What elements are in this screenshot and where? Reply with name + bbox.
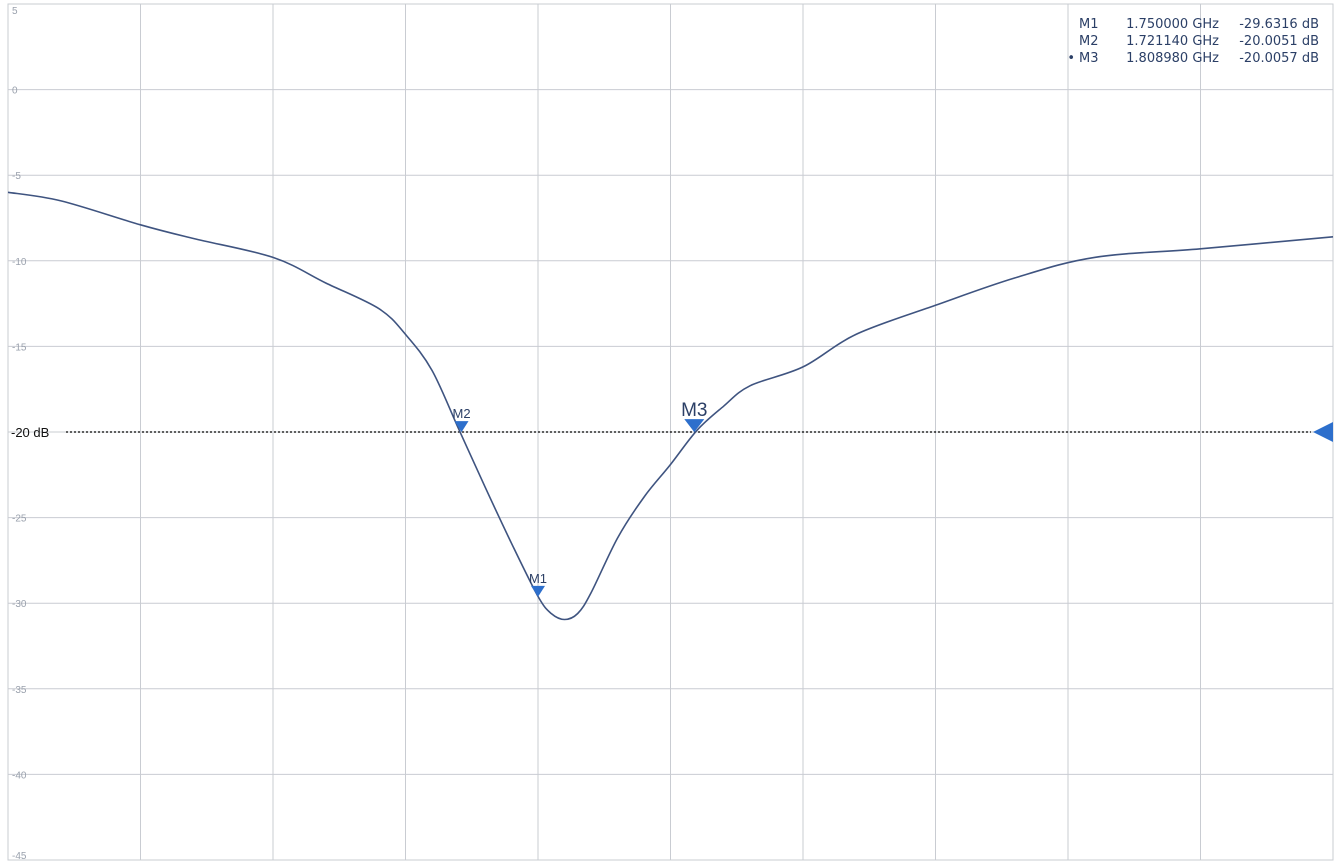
marker-readout-table: M1 1.750000 GHz -29.6316 dB M2 1.721140 … — [1065, 16, 1319, 67]
y-tick-label: -30 — [12, 599, 27, 610]
y-tick-label: -15 — [12, 342, 27, 353]
marker-triangle-icon[interactable] — [684, 419, 705, 433]
y-tick-label: -45 — [12, 851, 27, 861]
marker-value: -20.0057 dB — [1239, 51, 1319, 66]
marker-layer: M1 M2 M3 — [452, 400, 708, 597]
marker-frequency: 1.750000 GHz — [1126, 17, 1219, 32]
y-tick-label: -40 — [12, 770, 27, 781]
marker-label: M1 — [529, 571, 547, 586]
marker-name: M1 — [1079, 17, 1099, 32]
active-marker-dot — [1065, 33, 1075, 50]
trace-layer — [7, 191, 1334, 621]
y-tick-label: -10 — [12, 257, 27, 268]
y-axis-ticks: 5 0 -5 -10 -15 -25 -30 -35 -40 -45 — [12, 6, 27, 861]
y-tick-label: -25 — [12, 514, 27, 525]
marker-name: M3 — [1079, 51, 1099, 66]
marker-label: M2 — [452, 406, 470, 421]
marker-readout-row[interactable]: M1 1.750000 GHz -29.6316 dB — [1065, 16, 1319, 33]
marker-readout-row[interactable]: M2 1.721140 GHz -20.0051 dB — [1065, 33, 1319, 50]
marker-triangle-icon[interactable] — [454, 421, 469, 433]
limit-line-label: -20 dB — [11, 425, 49, 440]
marker-label: M3 — [681, 400, 707, 421]
marker-value: -29.6316 dB — [1239, 17, 1319, 32]
y-tick-label: -5 — [12, 171, 21, 182]
limit-line: -20 dB — [11, 422, 1333, 442]
y-tick-label: 0 — [12, 86, 18, 97]
reference-level-arrow-icon[interactable] — [1313, 422, 1333, 442]
marker-value: -20.0051 dB — [1239, 34, 1319, 49]
y-tick-label: 5 — [12, 6, 18, 17]
grid — [7, 3, 1334, 861]
trace-line — [7, 191, 1334, 621]
marker-frequency: 1.808980 GHz — [1126, 51, 1219, 66]
active-marker-dot: • — [1067, 51, 1075, 66]
y-tick-label: -35 — [12, 685, 27, 696]
marker-name: M2 — [1079, 34, 1099, 49]
marker-readout-row[interactable]: • M3 1.808980 GHz -20.0057 dB — [1065, 50, 1319, 67]
active-marker-dot — [1065, 16, 1075, 33]
marker-triangle-icon[interactable] — [531, 585, 545, 597]
marker-frequency: 1.721140 GHz — [1126, 34, 1219, 49]
